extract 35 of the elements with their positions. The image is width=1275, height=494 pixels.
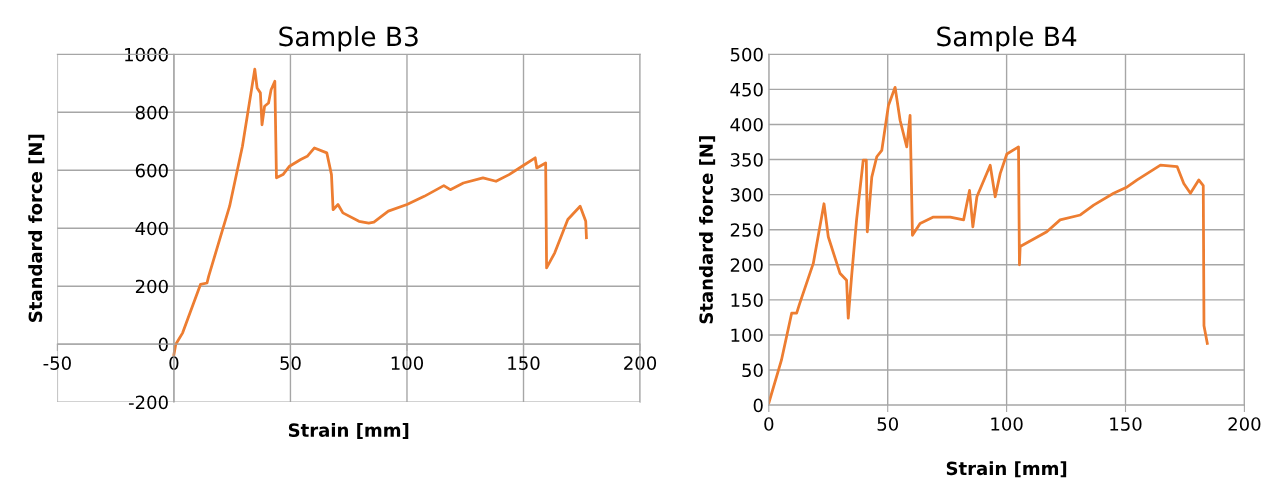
chart-title: Sample B4 [937, 25, 1077, 52]
chart-title: Sample B3 [279, 25, 418, 52]
y-tick-label: 400 [730, 117, 763, 132]
y-tick-label: 200 [135, 279, 168, 294]
line-series [768, 85, 1209, 405]
y-tick-label: 350 [730, 153, 763, 167]
y-tick-label: 0 [158, 337, 168, 352]
x-tick-label: -50 [43, 356, 71, 370]
y-tick-label: 800 [135, 105, 168, 120]
x-tick-label: 150 [1110, 417, 1142, 431]
y-tick-label: 300 [730, 188, 763, 202]
x-tick-label: 150 [508, 356, 540, 370]
y-tick-label: 400 [135, 221, 168, 236]
x-axis-title: Strain [mm] [946, 461, 1067, 478]
y-tick-label: 500 [730, 47, 763, 62]
line-series [172, 67, 588, 356]
y-tick-label: 200 [730, 258, 763, 272]
y-axis-title: Standard force [N] [699, 136, 716, 324]
y-axis-title: Standard force [N] [28, 134, 45, 322]
y-tick-label: 450 [730, 82, 763, 97]
y-tick-label: -200 [128, 395, 168, 410]
x-tick-label: 200 [1228, 417, 1261, 431]
x-tick-label: 0 [169, 356, 179, 370]
y-tick-label: 250 [730, 223, 763, 237]
x-tick-label: 200 [624, 356, 657, 370]
x-tick-label: 50 [280, 356, 301, 370]
x-axis-title: Strain [mm] [288, 422, 409, 440]
x-tick-label: 100 [391, 356, 424, 370]
y-tick-label: 150 [731, 293, 763, 307]
x-tick-label: 0 [764, 417, 774, 431]
x-tick-label: 50 [877, 417, 899, 431]
y-tick-label: 0 [753, 398, 763, 413]
y-tick-label: 100 [731, 328, 763, 343]
x-tick-label: 100 [991, 417, 1023, 431]
y-tick-label: 600 [135, 163, 168, 178]
